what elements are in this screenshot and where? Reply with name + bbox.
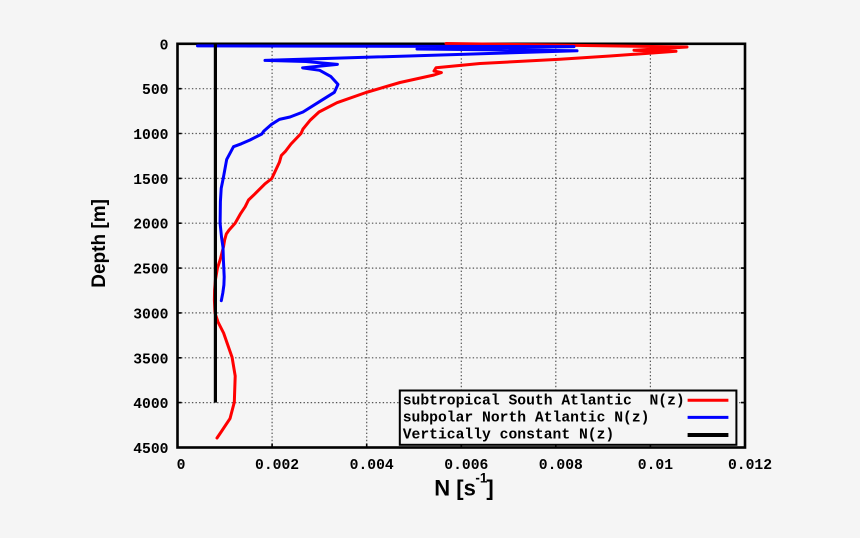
svg-text:2500: 2500	[133, 263, 168, 279]
svg-text:0.01: 0.01	[638, 458, 673, 474]
svg-text:1500: 1500	[133, 173, 168, 189]
svg-text:subtropical South Atlantic N(: subtropical South Atlantic N(z)	[403, 393, 685, 409]
svg-text:0.004: 0.004	[350, 458, 394, 474]
svg-text:0: 0	[177, 458, 186, 474]
svg-text:0.002: 0.002	[255, 458, 299, 474]
svg-text:0.008: 0.008	[539, 458, 583, 474]
svg-text:3500: 3500	[133, 352, 168, 368]
svg-text:subpolar North Atlantic N(z): subpolar North Atlantic N(z)	[403, 410, 650, 426]
svg-text:4000: 4000	[133, 397, 168, 413]
svg-text:1000: 1000	[133, 128, 168, 144]
svg-text:0.006: 0.006	[444, 458, 488, 474]
svg-text:4500: 4500	[133, 442, 168, 458]
svg-text:500: 500	[142, 83, 168, 99]
svg-text:3000: 3000	[133, 307, 168, 323]
svg-text:0.012: 0.012	[728, 458, 772, 474]
svg-text:Depth [m]: Depth [m]	[89, 199, 110, 288]
svg-text:2000: 2000	[133, 218, 168, 234]
svg-text:0: 0	[160, 38, 169, 54]
svg-text:Vertically constant N(z): Vertically constant N(z)	[403, 428, 615, 444]
